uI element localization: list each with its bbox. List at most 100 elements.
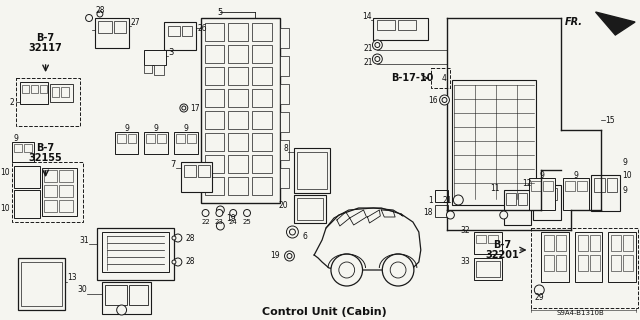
Text: 1: 1: [428, 196, 433, 204]
Bar: [543, 181, 553, 191]
Bar: [184, 165, 196, 177]
Bar: [541, 232, 569, 282]
Circle shape: [285, 251, 294, 261]
Bar: [205, 67, 224, 85]
Text: 10: 10: [622, 171, 632, 180]
Circle shape: [447, 211, 454, 219]
Bar: [378, 20, 395, 30]
Circle shape: [230, 210, 237, 217]
Bar: [12, 142, 34, 162]
Bar: [535, 188, 545, 200]
Bar: [280, 28, 289, 48]
Bar: [611, 255, 621, 271]
Bar: [589, 235, 600, 251]
Bar: [452, 80, 536, 205]
Bar: [298, 198, 323, 220]
Bar: [593, 178, 605, 192]
Text: 8: 8: [284, 143, 289, 153]
Circle shape: [174, 234, 182, 242]
Bar: [61, 87, 69, 97]
Text: 22: 22: [201, 219, 210, 225]
Bar: [44, 170, 58, 182]
Bar: [205, 133, 224, 151]
Bar: [145, 65, 152, 73]
Bar: [187, 134, 196, 143]
Bar: [398, 20, 416, 30]
Bar: [205, 111, 224, 129]
Text: 28: 28: [95, 5, 105, 14]
Circle shape: [442, 98, 447, 102]
Bar: [198, 165, 209, 177]
Bar: [95, 18, 129, 48]
Bar: [474, 258, 502, 280]
Bar: [14, 166, 40, 188]
Text: 9: 9: [184, 124, 188, 132]
Text: 6: 6: [302, 231, 307, 241]
Text: 28: 28: [186, 234, 195, 243]
Text: 33: 33: [460, 258, 470, 267]
Bar: [21, 262, 62, 306]
Text: 19: 19: [227, 213, 236, 222]
Bar: [609, 232, 636, 282]
Bar: [14, 190, 40, 218]
Bar: [116, 134, 125, 143]
Text: 21: 21: [364, 58, 373, 67]
Text: 21: 21: [364, 44, 373, 52]
Bar: [22, 85, 29, 93]
Bar: [544, 235, 554, 251]
Bar: [51, 87, 60, 97]
Bar: [504, 190, 531, 225]
Bar: [591, 175, 620, 211]
Bar: [12, 162, 83, 222]
Text: 17: 17: [189, 103, 200, 113]
Text: 10: 10: [1, 204, 10, 212]
Bar: [518, 193, 527, 205]
Text: 32155: 32155: [29, 153, 63, 163]
Text: 20: 20: [279, 201, 289, 210]
Text: B-7: B-7: [493, 240, 511, 250]
Bar: [40, 85, 47, 93]
Text: Control Unit (Cabin): Control Unit (Cabin): [262, 307, 387, 317]
Bar: [164, 22, 196, 50]
Bar: [476, 235, 486, 243]
Circle shape: [172, 236, 176, 240]
Text: B-7: B-7: [36, 143, 54, 153]
Text: 15: 15: [605, 116, 615, 124]
Bar: [506, 193, 516, 205]
Circle shape: [375, 43, 380, 47]
Circle shape: [339, 262, 355, 278]
Bar: [60, 170, 73, 182]
Bar: [533, 185, 561, 220]
Bar: [20, 82, 47, 104]
Bar: [563, 178, 589, 210]
Bar: [181, 162, 212, 192]
Bar: [228, 111, 248, 129]
Text: 9: 9: [124, 124, 129, 132]
Circle shape: [500, 211, 508, 219]
Bar: [578, 235, 588, 251]
Bar: [252, 133, 272, 151]
Text: 9: 9: [154, 124, 159, 132]
Bar: [252, 45, 272, 63]
Text: 5: 5: [218, 7, 223, 17]
Circle shape: [172, 260, 176, 264]
Bar: [60, 200, 73, 212]
Bar: [544, 255, 554, 271]
Text: 10: 10: [1, 167, 10, 177]
Text: S9A4-B1310B: S9A4-B1310B: [557, 310, 605, 316]
Bar: [435, 205, 449, 217]
Circle shape: [289, 229, 296, 235]
Bar: [228, 155, 248, 173]
Polygon shape: [596, 12, 635, 35]
Bar: [252, 155, 272, 173]
Bar: [476, 261, 500, 277]
Circle shape: [372, 40, 382, 50]
Bar: [176, 134, 185, 143]
Bar: [531, 181, 541, 191]
Text: 3: 3: [168, 47, 173, 57]
Circle shape: [287, 253, 292, 259]
Circle shape: [182, 106, 186, 110]
Circle shape: [216, 222, 224, 230]
Bar: [623, 235, 633, 251]
Bar: [577, 181, 587, 191]
